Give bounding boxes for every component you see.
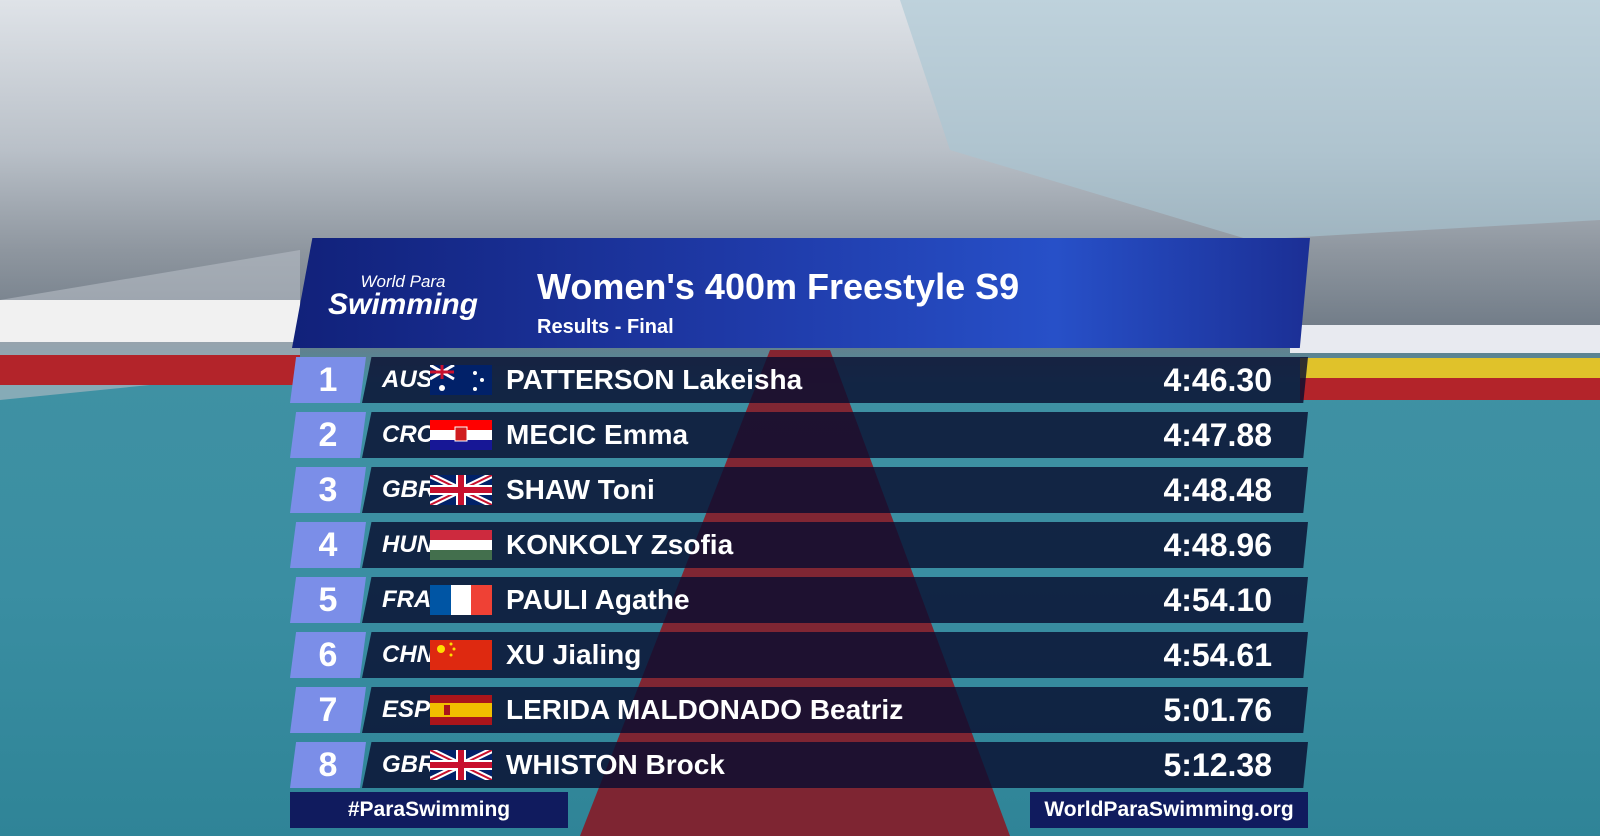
flag (430, 475, 492, 505)
row-bar (362, 357, 1308, 403)
flag (430, 420, 492, 450)
row-bar (362, 742, 1308, 788)
rank: 7 (290, 687, 366, 733)
country-code: CHN (382, 641, 434, 668)
row-bar (362, 412, 1308, 458)
country-code: ESP (382, 696, 431, 723)
logo-text: Swimming (327, 288, 478, 321)
country-code: HUN (382, 531, 434, 558)
result-time: 4:48.48 (1163, 472, 1272, 508)
result-row: 1 AUS PATTERSON Lakeisha 4:46.30 (290, 357, 1308, 403)
logo: World Para Swimming (318, 272, 488, 322)
rank: 1 (290, 357, 366, 403)
flag (430, 585, 492, 615)
result-time: 4:47.88 (1163, 417, 1272, 453)
country-code: CRO (382, 421, 436, 448)
result-time: 4:48.96 (1163, 527, 1272, 563)
rank: 3 (290, 467, 366, 513)
result-row: 2 CRO MECIC Emma 4:47.88 (290, 412, 1308, 458)
rank: 4 (290, 522, 366, 568)
flag (430, 365, 492, 395)
result-row: 5 FRA PAULI Agathe 4:54.10 (290, 577, 1308, 623)
result-row: 6 CHN XU Jialing 4:54.61 (290, 632, 1308, 678)
rank: 6 (290, 632, 366, 678)
result-time: 5:01.76 (1163, 692, 1272, 728)
flag (430, 640, 492, 670)
title: Women's 400m Freestyle S9 (537, 266, 1020, 307)
athlete-name: KONKOLY Zsofia (506, 529, 734, 560)
header-panel (292, 238, 1310, 348)
flag (430, 530, 492, 560)
row-bar (362, 687, 1308, 733)
rank: 5 (290, 577, 366, 623)
athlete-name: MECIC Emma (506, 419, 689, 450)
rank: 2 (290, 412, 366, 458)
country-code: GBR (382, 476, 436, 503)
result-time: 4:46.30 (1163, 362, 1272, 398)
athlete-name: LERIDA MALDONADO Beatriz (506, 694, 904, 725)
athlete-name: XU Jialing (506, 639, 642, 670)
flag (430, 750, 492, 780)
athlete-name: PATTERSON Lakeisha (506, 364, 803, 395)
subtitle: Results - Final (537, 316, 674, 338)
country-code: FRA (382, 586, 432, 613)
flag (430, 695, 492, 725)
result-row: 8 GBR WHISTON Brock 5:12.38 (290, 742, 1308, 788)
row-bar (362, 522, 1308, 568)
row-bar (362, 632, 1308, 678)
result-time: 5:12.38 (1163, 747, 1272, 783)
result-row: 3 GBR SHAW Toni 4:48.48 (290, 467, 1308, 513)
hashtag: #ParaSwimming (290, 792, 568, 828)
row-bar (362, 467, 1308, 513)
result-time: 4:54.61 (1163, 637, 1272, 673)
row-bar (362, 577, 1308, 623)
website: WorldParaSwimming.org (1030, 792, 1308, 828)
rank: 8 (290, 742, 366, 788)
result-row: 7 ESP LERIDA MALDONADO Beatriz 5:01.76 (290, 687, 1308, 733)
logo-text: World Para (360, 272, 446, 291)
athlete-name: SHAW Toni (506, 474, 655, 505)
country-code: AUS (382, 366, 433, 393)
result-row: 4 HUN KONKOLY Zsofia 4:48.96 (290, 522, 1308, 568)
athlete-name: WHISTON Brock (506, 749, 725, 780)
result-time: 4:54.10 (1163, 582, 1272, 618)
country-code: GBR (382, 751, 436, 778)
athlete-name: PAULI Agathe (506, 584, 690, 615)
